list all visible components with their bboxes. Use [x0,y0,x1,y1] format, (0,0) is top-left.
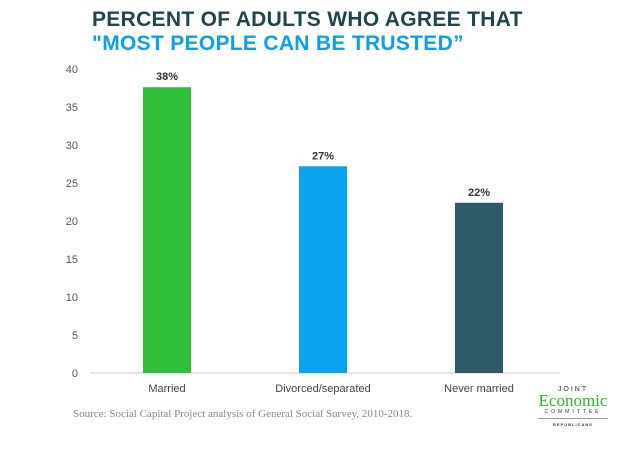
data-label: 38% [156,71,178,83]
logo-joint: JOINT [557,386,589,393]
logo-committee: COMMITTEE [538,409,608,419]
y-tick-label: 20 [66,216,78,228]
bar-never-married [455,202,503,373]
x-tick-label: Married [148,383,185,395]
y-tick-label: 35 [66,102,78,114]
y-tick-label: 40 [66,64,78,76]
y-tick-label: 25 [66,178,78,190]
y-tick-label: 5 [72,330,78,342]
x-tick-label: Divorced/separated [275,383,370,395]
y-tick-label: 10 [66,292,78,304]
jec-logo: JOINT Economic COMMITTEE REPUBLICANS [538,386,608,427]
y-tick-label: 0 [72,368,78,380]
logo-economic: Economic [538,391,608,410]
bar-married [143,87,191,374]
data-label: 27% [312,150,334,162]
bar-divorced-separated [299,166,347,373]
y-tick-label: 30 [66,140,78,152]
y-tick-label: 15 [66,254,78,266]
logo-republicans: REPUBLICANS [553,422,593,427]
source-note: Source: Social Capital Project analysis … [73,408,413,420]
chart-title: PERCENT OF ADULTS WHO AGREE THAT [92,8,523,31]
x-tick-label: Never married [444,383,514,395]
chart-subtitle: "MOST PEOPLE CAN BE TRUSTED” [92,32,464,55]
data-label: 22% [468,187,490,199]
